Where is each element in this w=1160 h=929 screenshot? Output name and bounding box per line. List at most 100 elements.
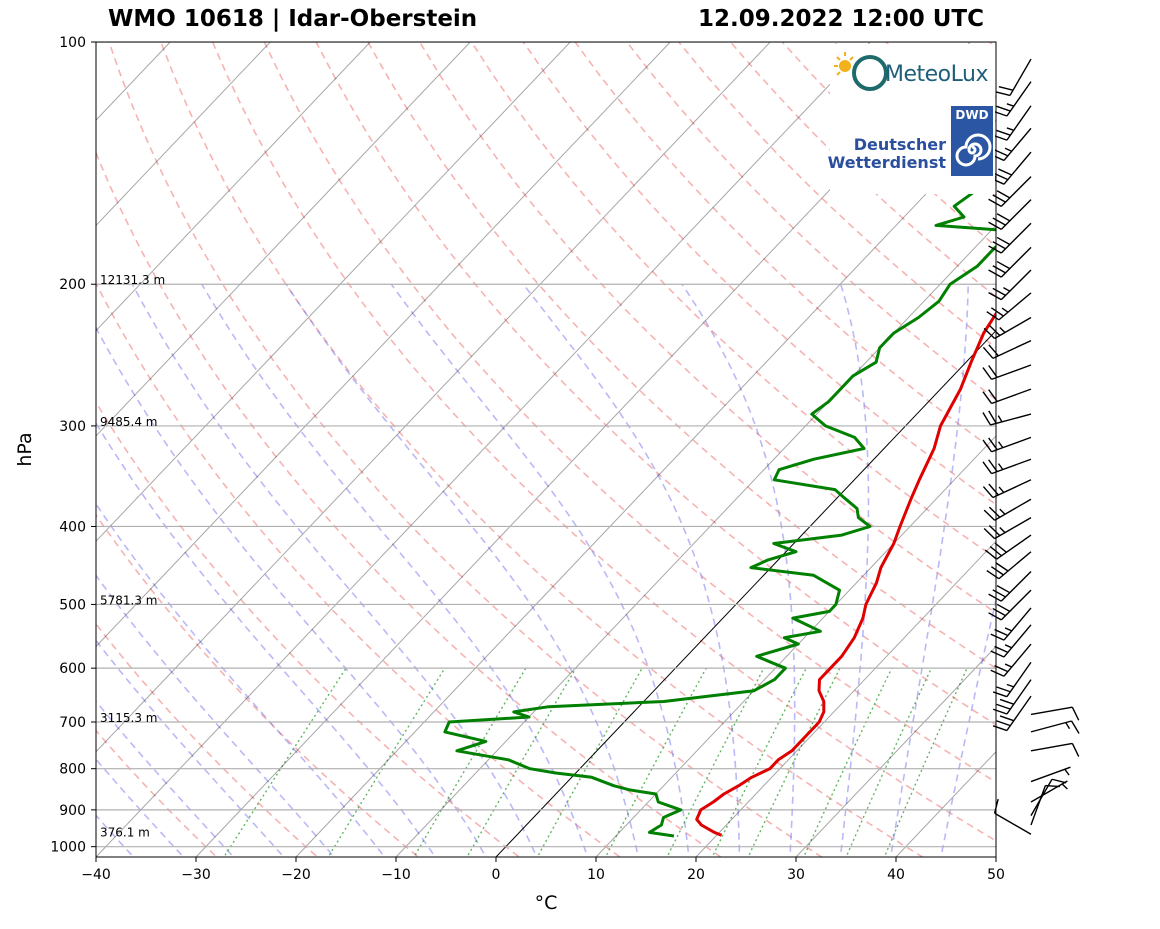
wind-barb-half-flag [1007, 684, 1014, 686]
dry-adiabat [57, 42, 731, 864]
wind-barb-flag [989, 484, 999, 495]
x-tick-label: 10 [587, 867, 605, 883]
moist-adiabat [682, 284, 795, 864]
dwd-spiral-icon [951, 124, 993, 176]
mixing-ratio-line [801, 668, 892, 864]
x-tick-label: 30 [787, 867, 805, 883]
dry-adiabat [316, 42, 1160, 864]
wind-barb-flag [991, 567, 1003, 575]
wind-barb-half-flag [1005, 628, 1012, 631]
x-tick-label: −10 [381, 867, 411, 883]
wind-barb-flag [991, 670, 1004, 676]
wind-barb [993, 82, 1031, 116]
wind-barb-half-flag [1005, 645, 1012, 648]
x-tick-label: 20 [687, 867, 705, 883]
wind-barb-half-flag [999, 442, 1003, 448]
wind-barb-half-flag [999, 487, 1004, 492]
wind-barb-flag [989, 270, 1002, 277]
isotherm [96, 42, 870, 857]
wind-barb [989, 200, 1031, 230]
wind-barb-half-flag [1002, 308, 1008, 312]
wind-barb-half-flag [999, 464, 1003, 470]
wind-barb-staff [1031, 779, 1052, 815]
wind-barb-flag [1000, 699, 1014, 704]
wind-barb-staff [992, 459, 1031, 473]
wind-barb-flag [993, 726, 1007, 731]
moist-adiabat [202, 284, 590, 864]
moist-adiabat [523, 284, 739, 864]
wind-barb-flag [983, 392, 992, 404]
wind-barb-half-flag [1065, 769, 1069, 775]
wind-barb-flag [997, 687, 1011, 692]
station-title: WMO 10618 | Idar-Oberstein [108, 6, 477, 32]
dwd-badge-label: DWD [951, 108, 993, 122]
wind-barb-flag [997, 262, 1010, 269]
x-tick-label: 0 [492, 867, 501, 883]
y-tick-label: 200 [59, 277, 86, 293]
wind-barb-staff [1001, 571, 1031, 601]
isotherm [1096, 42, 1160, 857]
dry-adiabat [161, 42, 934, 864]
wind-barb-staff [1031, 707, 1072, 714]
wind-barb-flag [999, 87, 1013, 91]
wind-barb-staff [990, 414, 1031, 425]
wind-barb-staff [1031, 743, 1072, 750]
moist-adiabat [0, 284, 190, 864]
dewpoint-profile [445, 42, 1160, 836]
y-axis-label: hPa [14, 432, 36, 466]
wind-barb-staff [1001, 223, 1031, 253]
wind-barb-flag [993, 111, 1007, 116]
wind-barb-staff [995, 813, 1031, 834]
wind-barb [991, 128, 1031, 160]
dwd-logo: DWD [951, 106, 993, 176]
dry-adiabat [420, 42, 1160, 864]
wind-barb-flag [993, 692, 1007, 697]
wind-barb-flag [989, 345, 999, 356]
wind-barb [984, 499, 1031, 520]
wind-barb-flag [996, 92, 1010, 96]
wind-barb-flag [997, 214, 1010, 221]
y-tick-label: 600 [59, 661, 86, 677]
isotherm [0, 42, 570, 857]
height-label: 376.1 m [100, 826, 150, 840]
wind-barb-half-flag [1000, 509, 1005, 514]
mixing-ratio-line [324, 668, 445, 864]
y-tick-label: 1000 [50, 840, 86, 856]
datetime-title: 12.09.2022 12:00 UTC [698, 6, 984, 32]
wind-barb-flag [997, 237, 1010, 244]
wind-barb-half-flag [998, 416, 1002, 422]
wind-barb-staff [1004, 128, 1031, 160]
wind-barb-flag [995, 174, 1008, 180]
wind-barb-flag [997, 586, 1010, 593]
wind-barb-flag [987, 571, 999, 579]
wind-barb [983, 411, 1031, 425]
wind-barb-flag [1072, 743, 1078, 756]
wind-barb [983, 480, 1031, 498]
wind-barb-flag [995, 150, 1008, 156]
wind-barb-flag [989, 293, 1002, 300]
dry-adiabat [109, 42, 832, 864]
wind-barb [983, 459, 1031, 473]
y-tick-label: 700 [59, 715, 86, 731]
dry-adiabat [1145, 42, 1160, 864]
moist-adiabat [0, 284, 340, 864]
y-tick-label: 900 [59, 803, 86, 819]
wind-barb-flag [985, 550, 996, 559]
wind-barb-flag [993, 135, 1007, 140]
wind-barb-flag [995, 646, 1008, 652]
y-tick-label: 100 [59, 35, 86, 51]
wind-barb-flag [997, 130, 1011, 135]
wind-barb-flag [989, 199, 1002, 206]
x-tick-label: 40 [887, 867, 905, 883]
wind-barb-flag [997, 604, 1010, 611]
wind-barb-flag [993, 590, 1006, 597]
height-label: 3115.3 m [100, 711, 158, 725]
meteolux-logo-icon [830, 48, 890, 98]
wind-barb [993, 680, 1031, 714]
moist-adiabat [0, 284, 290, 864]
wind-barb-half-flag [1007, 104, 1014, 106]
wind-barb-staff [992, 365, 1031, 379]
wind-barb-flag [989, 594, 1002, 601]
wind-barb-flag [983, 412, 990, 424]
wind-barb-staff [1001, 590, 1031, 620]
